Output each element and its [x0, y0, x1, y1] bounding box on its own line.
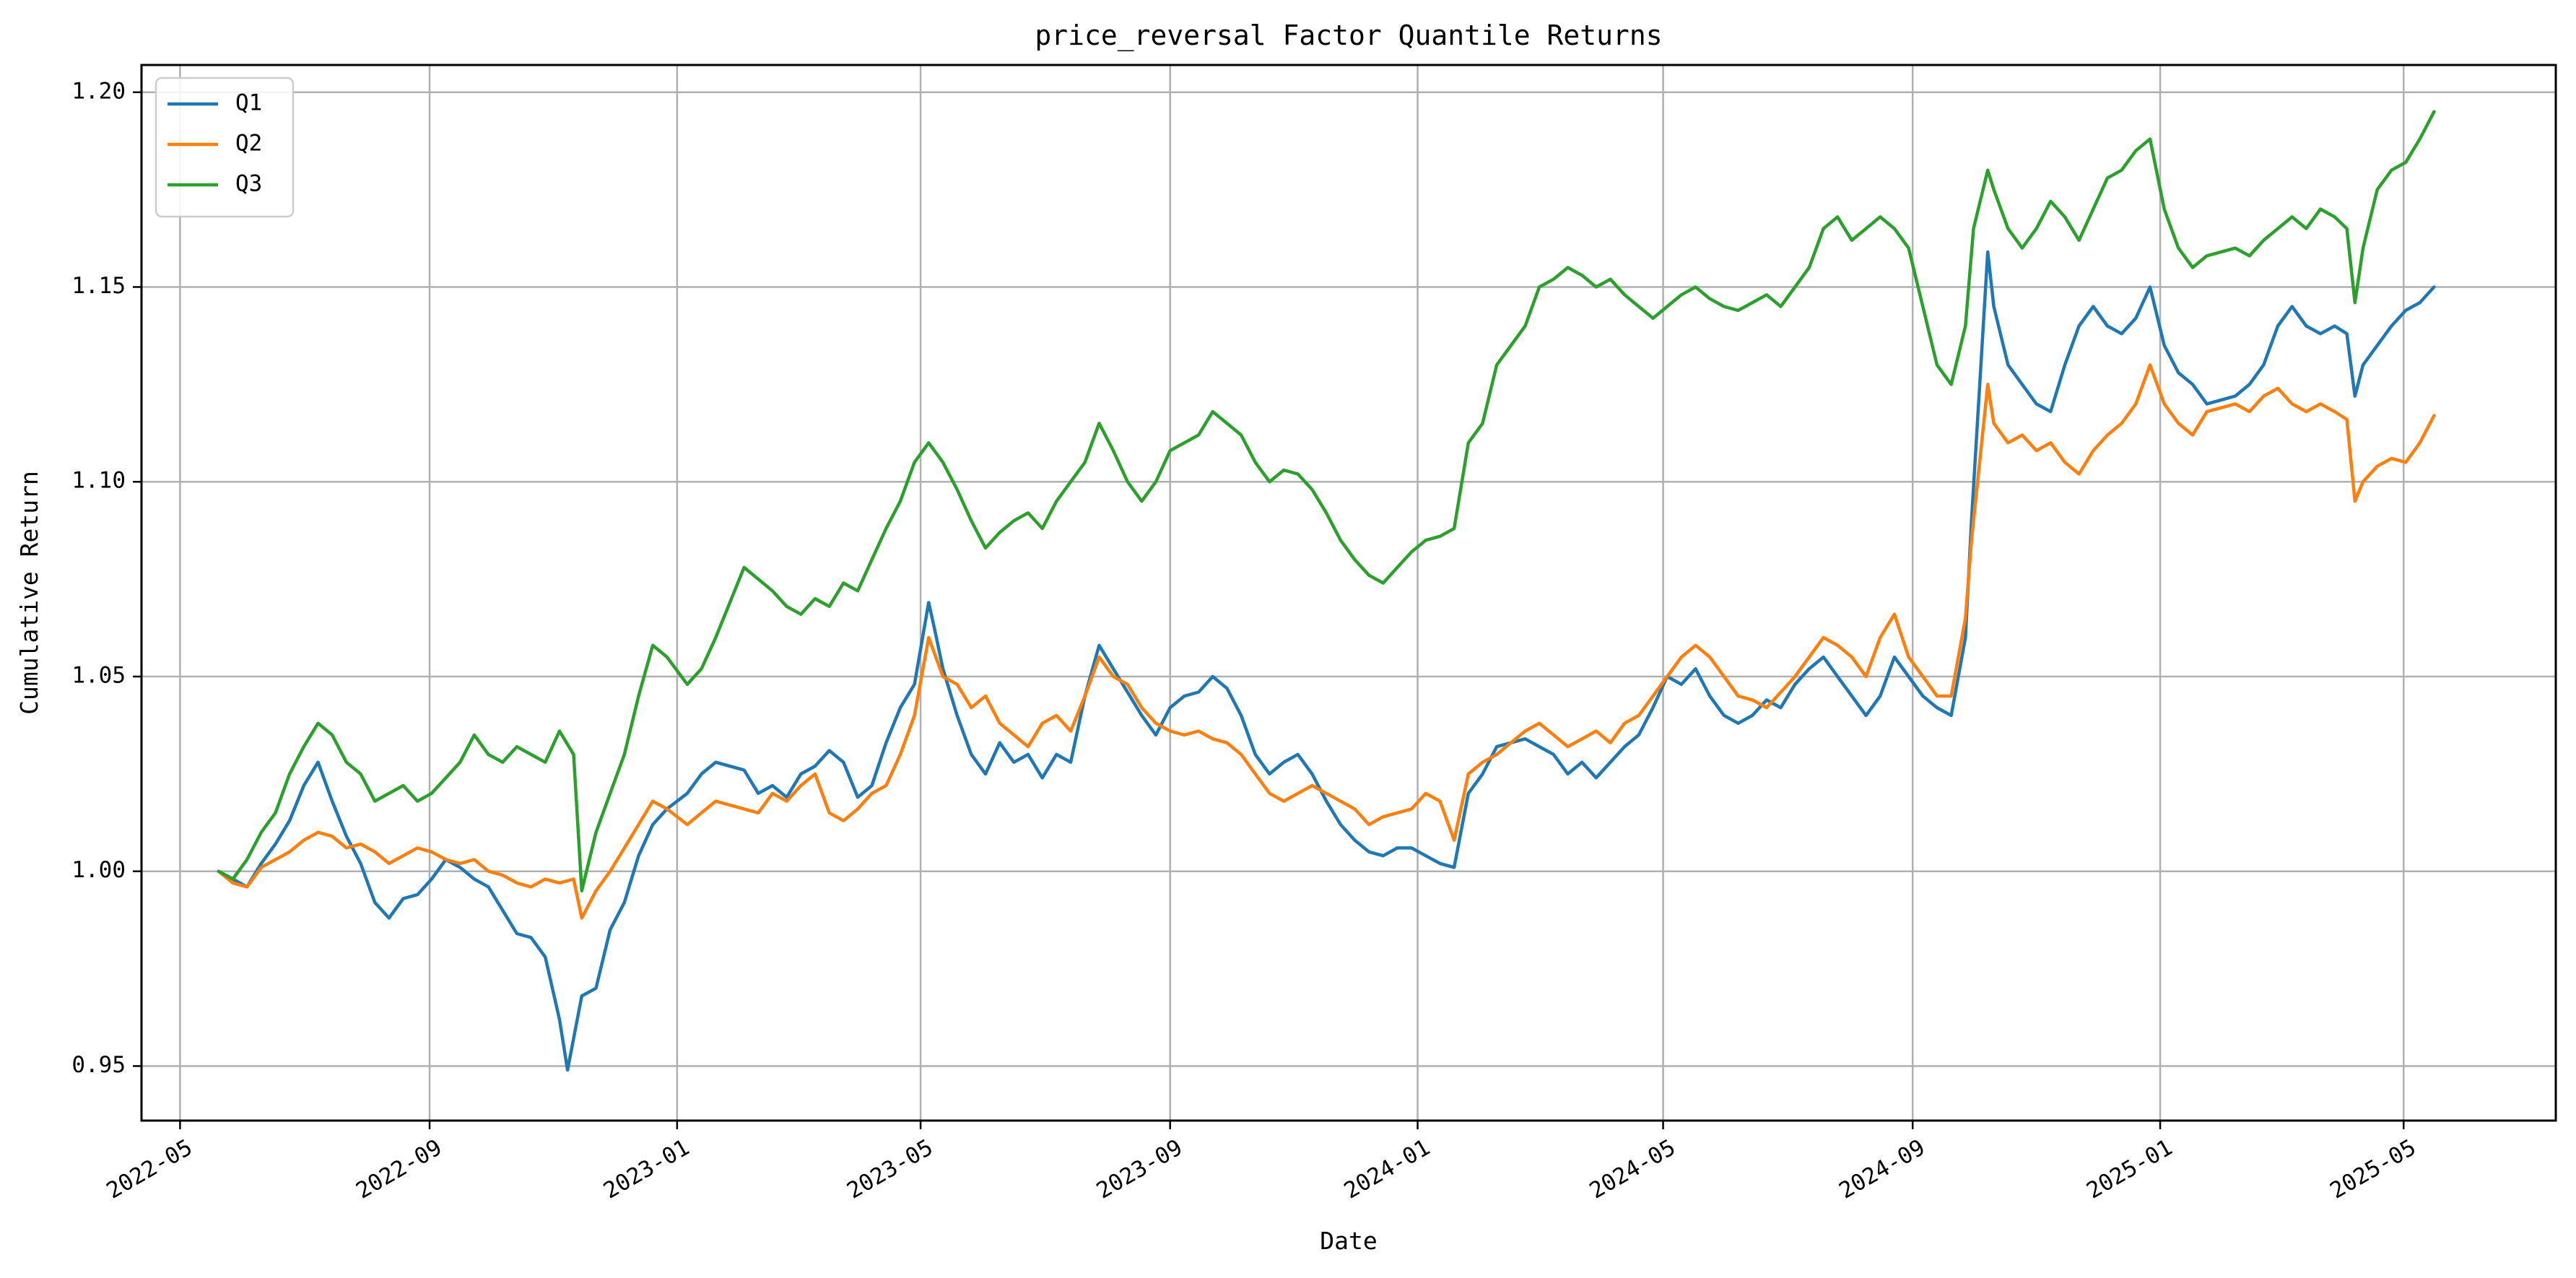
- legend: Q1 Q2 Q3: [155, 77, 295, 218]
- y-axis-ticks: 0.95 1.00 1.05 1.10 1.15 1.20: [71, 78, 142, 1078]
- series-line-q3: [217, 110, 2436, 892]
- legend-label-q3: Q3: [235, 171, 262, 197]
- plot-frame: [140, 64, 2557, 1122]
- series-line-q2: [217, 363, 2436, 920]
- chart-title: price_reversal Factor Quantile Returns: [1035, 19, 1662, 52]
- legend-label-q2: Q2: [235, 131, 262, 157]
- y-tick-label: 0.95: [71, 1052, 126, 1078]
- y-tick-label: 1.00: [71, 857, 126, 883]
- x-axis-label: Date: [1320, 1227, 1377, 1255]
- y-tick-label: 1.10: [71, 468, 126, 494]
- grid: [142, 65, 2556, 1121]
- y-tick-label: 1.15: [71, 273, 126, 299]
- y-axis-label: Cumulative Return: [15, 471, 43, 715]
- plot-lines: [217, 110, 2436, 1072]
- legend-label-q1: Q1: [235, 90, 262, 116]
- y-tick-label: 1.05: [71, 662, 126, 688]
- series-line-q1: [217, 250, 2436, 1072]
- y-tick-label: 1.20: [71, 78, 126, 104]
- legend-box: [155, 77, 295, 218]
